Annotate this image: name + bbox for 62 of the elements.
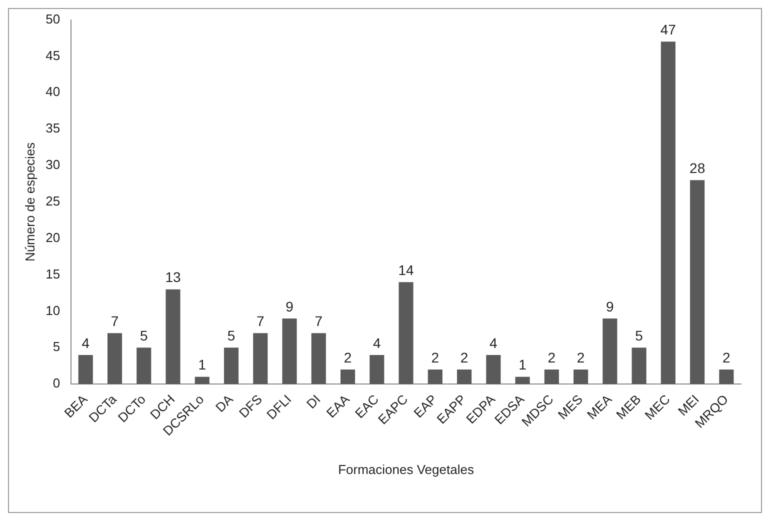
- bar: [253, 333, 268, 384]
- bar: [515, 376, 530, 384]
- data-label: 2: [722, 349, 731, 366]
- bar: [136, 348, 152, 384]
- data-label: 5: [635, 328, 644, 344]
- y-tick-label: 10: [46, 302, 60, 318]
- y-tick-label: 30: [46, 157, 60, 172]
- bar: [602, 318, 618, 384]
- y-tick-label: 25: [46, 194, 60, 209]
- data-label: 13: [165, 269, 182, 286]
- bar: [457, 370, 472, 384]
- data-label: 2: [576, 349, 585, 366]
- y-tick-label: 45: [46, 48, 60, 63]
- bar: [166, 289, 180, 384]
- data-label: 2: [460, 349, 468, 366]
- bar: [574, 370, 588, 384]
- bar: [340, 370, 356, 384]
- bar: [544, 370, 559, 384]
- x-tick-label: DI: [304, 392, 324, 412]
- bar: [690, 180, 705, 384]
- data-label: 2: [548, 349, 556, 366]
- data-label: 4: [373, 334, 382, 351]
- data-label: 5: [227, 328, 236, 344]
- bar: [660, 42, 676, 384]
- bar: [194, 376, 210, 384]
- data-label: 7: [110, 312, 119, 329]
- bar: [632, 348, 646, 384]
- y-tick-label: 5: [52, 339, 60, 354]
- y-tick-label: 20: [46, 230, 60, 245]
- bar: [282, 318, 297, 384]
- bar: [107, 333, 122, 384]
- data-label: 4: [490, 334, 498, 351]
- data-label: 5: [140, 328, 148, 344]
- x-axis-title: Formaciones Vegetales: [338, 462, 474, 477]
- data-label: 14: [398, 262, 414, 278]
- y-axis-title: Número de especies: [22, 142, 38, 262]
- data-label: 7: [314, 312, 323, 329]
- data-label: 9: [606, 298, 614, 314]
- x-tick-label: DA: [212, 391, 236, 416]
- bar: [224, 348, 239, 384]
- y-tick-label: 50: [46, 11, 60, 26]
- bar: [719, 370, 734, 384]
- y-tick-label: 15: [46, 266, 60, 282]
- y-tick-label: 0: [52, 376, 60, 391]
- bar: [370, 354, 384, 384]
- bar: [428, 370, 442, 384]
- data-label: 9: [286, 298, 294, 314]
- bar: [486, 354, 501, 384]
- data-label: 2: [344, 349, 352, 366]
- data-label: 1: [518, 356, 527, 373]
- x-tick-label: EAA: [323, 391, 353, 421]
- y-tick-label: 40: [46, 84, 60, 100]
- data-label: 2: [431, 349, 440, 366]
- bar: [398, 282, 414, 384]
- data-label: 47: [660, 22, 676, 38]
- data-label: 7: [256, 312, 264, 329]
- data-label: 28: [690, 160, 706, 176]
- y-tick-label: 35: [46, 120, 60, 136]
- bar: [311, 333, 326, 384]
- bar: [78, 354, 93, 384]
- data-label: 1: [198, 356, 206, 373]
- data-label: 4: [82, 334, 90, 351]
